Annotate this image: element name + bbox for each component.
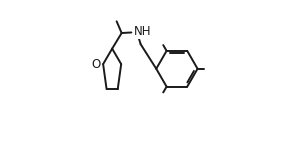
Text: O: O xyxy=(91,58,101,71)
Text: NH: NH xyxy=(134,25,152,38)
